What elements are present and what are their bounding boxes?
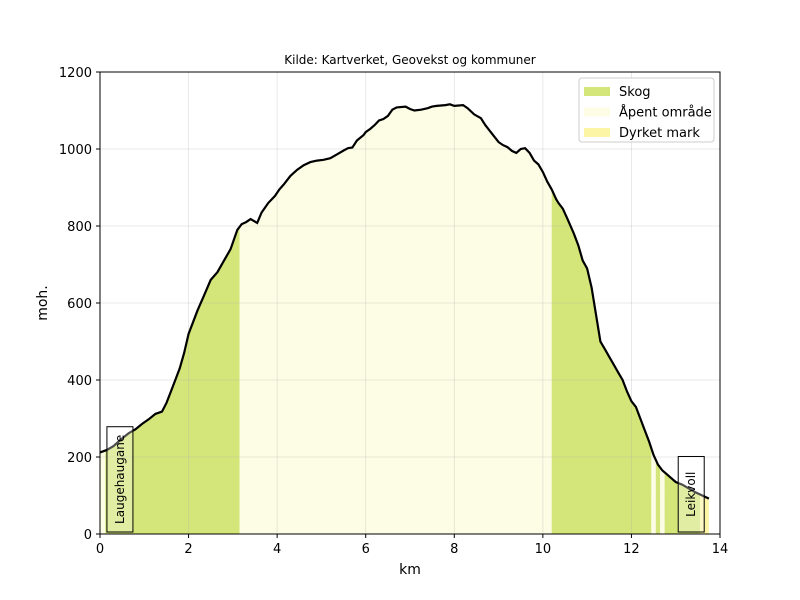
land-cover-fills: [100, 104, 709, 535]
annotation-box: [677, 455, 705, 533]
place-annotations: Laugehaugane Leikvoll: [106, 426, 705, 533]
legend-swatch: [584, 87, 610, 96]
legend-label: Åpent område: [619, 105, 712, 121]
x-tick-label: 6: [362, 542, 370, 557]
x-tick-label: 12: [623, 542, 640, 557]
x-tick-label: 14: [712, 542, 729, 557]
legend-label: Skog: [619, 85, 651, 100]
legend-label: Dyrket mark: [619, 126, 700, 141]
annotation-laugehaugane: Laugehaugane: [106, 426, 134, 533]
land-cover-segment-2: [239, 104, 552, 535]
annotation-label: Leikvoll: [684, 472, 698, 517]
y-tick-label: 400: [67, 374, 92, 389]
chart-title: Kilde: Kartverket, Geovekst og kommuner: [284, 53, 536, 67]
x-tick-label: 10: [535, 542, 552, 557]
x-tick-label: 8: [450, 542, 458, 557]
y-tick-label: 600: [67, 297, 92, 312]
x-tick-label: 2: [184, 542, 192, 557]
legend-swatch: [584, 128, 610, 137]
land-cover-segment-0: [100, 450, 106, 534]
legend-box: [578, 77, 715, 143]
annotation-label: Laugehaugane: [113, 435, 127, 524]
elevation-line: [99, 103, 710, 500]
legend: Skog Åpent område Dyrket mark: [578, 77, 715, 143]
land-cover-segment-5: [655, 459, 661, 534]
y-tick-label: 0: [84, 528, 92, 543]
land-cover-segment-6: [660, 467, 665, 534]
land-cover-segment-3: [551, 189, 652, 534]
y-axis-label: moh.: [35, 285, 51, 321]
annotation-box: [106, 426, 134, 533]
legend-swatch: [584, 107, 610, 117]
y-tick-label: 1000: [59, 143, 92, 158]
annotation-leikvoll: Leikvoll: [677, 455, 705, 533]
x-axis-label: km: [399, 562, 421, 578]
x-axis-ticks: 0 2 4 6 8 10 12 14: [96, 534, 728, 557]
x-tick-label: 0: [96, 542, 104, 557]
y-tick-label: 200: [67, 451, 92, 466]
land-cover-segment-1: [105, 227, 240, 534]
y-tick-label: 800: [67, 220, 92, 235]
land-cover-segment-7: [664, 472, 701, 534]
y-tick-label: 1200: [59, 66, 92, 81]
land-cover-segment-4: [651, 448, 656, 534]
x-tick-label: 4: [273, 542, 281, 557]
y-axis-ticks: 0 200 400 600 800 1000 1200: [59, 66, 100, 543]
